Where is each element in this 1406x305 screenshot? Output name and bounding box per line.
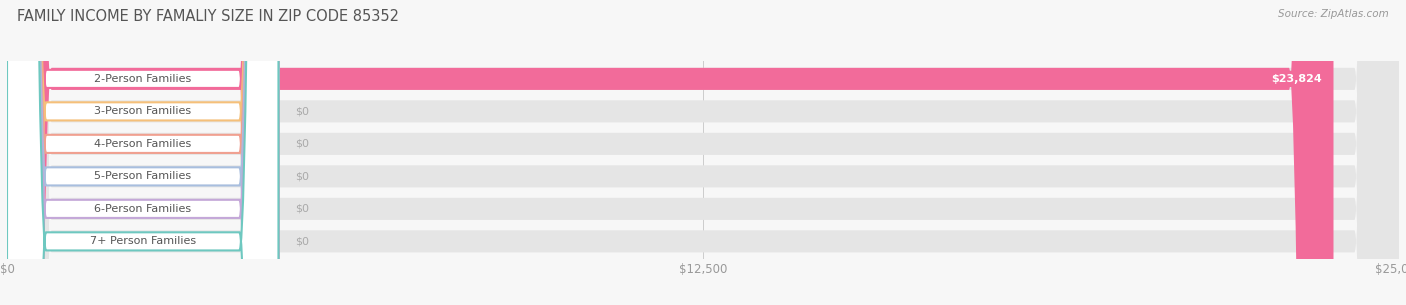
Text: $23,824: $23,824: [1271, 74, 1323, 84]
FancyBboxPatch shape: [7, 0, 1399, 305]
Text: $0: $0: [295, 236, 309, 246]
FancyBboxPatch shape: [7, 0, 278, 305]
Text: $0: $0: [295, 139, 309, 149]
Text: 2-Person Families: 2-Person Families: [94, 74, 191, 84]
Text: $0: $0: [295, 106, 309, 117]
FancyBboxPatch shape: [7, 0, 1399, 305]
FancyBboxPatch shape: [7, 0, 1399, 305]
FancyBboxPatch shape: [7, 0, 278, 305]
Text: 7+ Person Families: 7+ Person Families: [90, 236, 195, 246]
FancyBboxPatch shape: [7, 0, 278, 305]
Text: 5-Person Families: 5-Person Families: [94, 171, 191, 181]
FancyBboxPatch shape: [7, 0, 1399, 305]
Text: FAMILY INCOME BY FAMALIY SIZE IN ZIP CODE 85352: FAMILY INCOME BY FAMALIY SIZE IN ZIP COD…: [17, 9, 399, 24]
FancyBboxPatch shape: [7, 0, 1399, 305]
Text: $0: $0: [295, 204, 309, 214]
FancyBboxPatch shape: [7, 0, 278, 305]
Text: $0: $0: [295, 171, 309, 181]
FancyBboxPatch shape: [7, 0, 1399, 305]
Text: Source: ZipAtlas.com: Source: ZipAtlas.com: [1278, 9, 1389, 19]
Text: 6-Person Families: 6-Person Families: [94, 204, 191, 214]
FancyBboxPatch shape: [7, 0, 1333, 305]
Text: 4-Person Families: 4-Person Families: [94, 139, 191, 149]
FancyBboxPatch shape: [7, 0, 278, 305]
FancyBboxPatch shape: [7, 0, 278, 305]
Text: 3-Person Families: 3-Person Families: [94, 106, 191, 117]
